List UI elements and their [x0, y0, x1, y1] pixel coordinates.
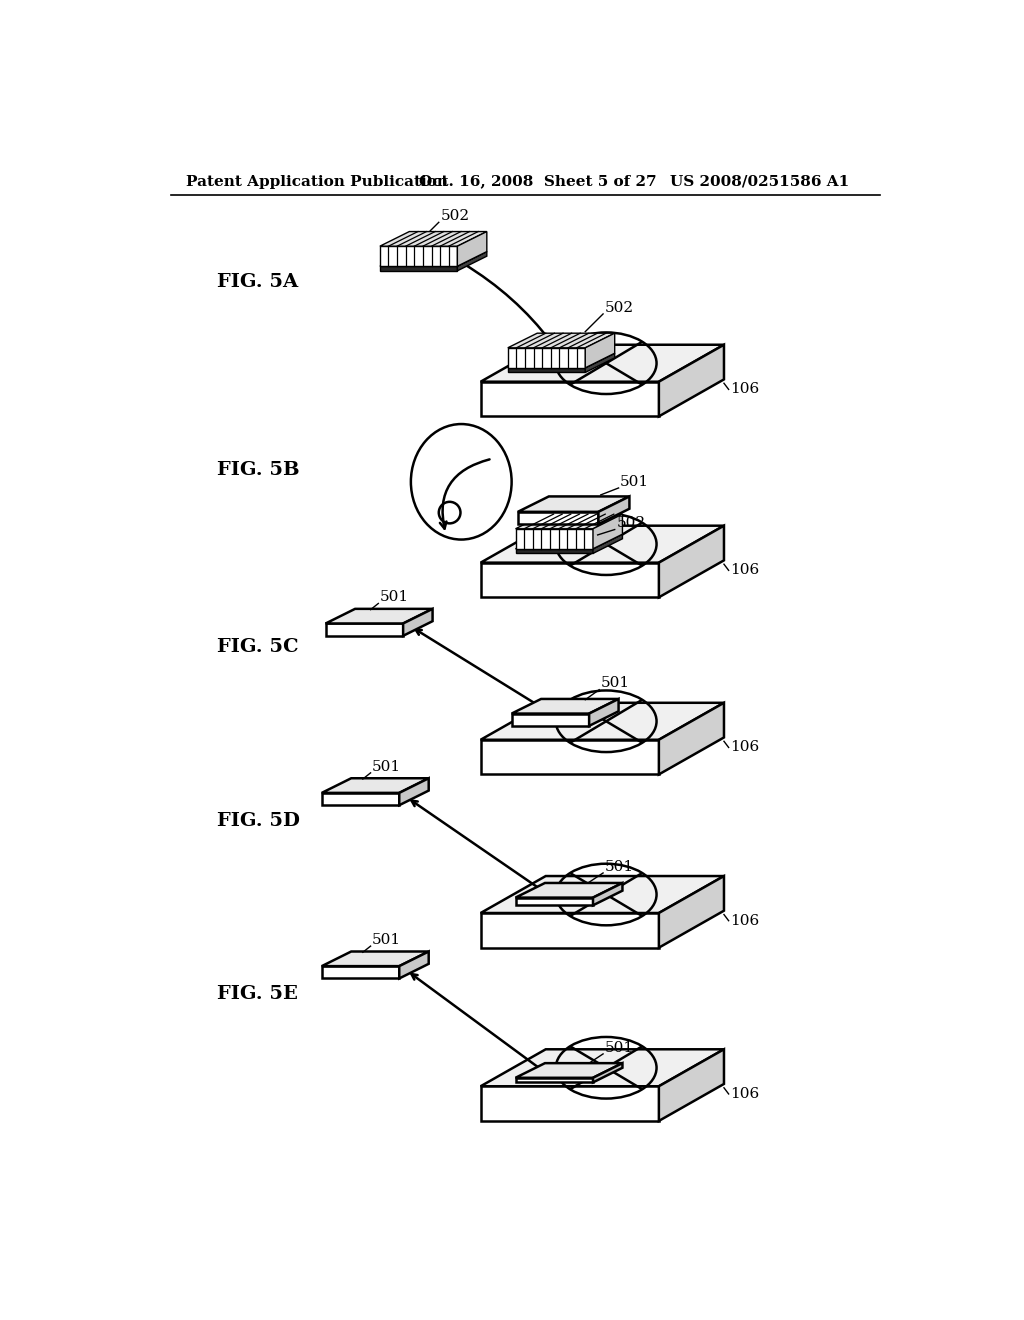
Text: 502: 502 — [604, 301, 634, 315]
Text: FIG. 5D: FIG. 5D — [217, 812, 300, 829]
Text: Patent Application Publication: Patent Application Publication — [186, 174, 449, 189]
Text: 501: 501 — [601, 676, 630, 690]
Polygon shape — [380, 267, 458, 271]
Polygon shape — [512, 714, 589, 726]
Polygon shape — [322, 793, 399, 805]
Polygon shape — [326, 623, 403, 636]
Polygon shape — [515, 529, 593, 549]
Text: US 2008/0251586 A1: US 2008/0251586 A1 — [671, 174, 850, 189]
Polygon shape — [480, 562, 658, 598]
Polygon shape — [399, 952, 429, 978]
Polygon shape — [593, 535, 623, 553]
Polygon shape — [593, 883, 623, 906]
Text: 106: 106 — [730, 383, 760, 396]
Polygon shape — [322, 952, 429, 966]
Polygon shape — [586, 354, 614, 372]
Polygon shape — [380, 246, 458, 267]
Polygon shape — [326, 609, 432, 623]
Polygon shape — [515, 1077, 593, 1082]
Text: 501: 501 — [372, 933, 401, 946]
Text: 501: 501 — [372, 759, 401, 774]
Polygon shape — [589, 700, 618, 726]
Polygon shape — [598, 496, 630, 524]
Text: FIG. 5C: FIG. 5C — [217, 639, 299, 656]
Polygon shape — [322, 779, 429, 793]
Text: 106: 106 — [730, 564, 760, 577]
Text: 501: 501 — [604, 859, 634, 874]
Text: 501: 501 — [380, 590, 409, 605]
FancyArrowPatch shape — [440, 459, 489, 529]
Polygon shape — [658, 876, 724, 948]
Polygon shape — [515, 535, 623, 549]
Polygon shape — [593, 1063, 623, 1082]
Polygon shape — [518, 496, 630, 512]
Polygon shape — [515, 515, 623, 529]
Polygon shape — [403, 609, 432, 636]
Polygon shape — [480, 1086, 658, 1121]
Polygon shape — [508, 333, 614, 348]
Text: 106: 106 — [730, 741, 760, 754]
Polygon shape — [480, 381, 658, 416]
Text: Oct. 16, 2008  Sheet 5 of 27: Oct. 16, 2008 Sheet 5 of 27 — [419, 174, 656, 189]
Text: FIG. 5E: FIG. 5E — [217, 985, 298, 1003]
Polygon shape — [458, 231, 486, 267]
Text: FIG. 5A: FIG. 5A — [217, 273, 298, 290]
Polygon shape — [399, 779, 429, 805]
Polygon shape — [515, 549, 593, 553]
Polygon shape — [586, 333, 614, 368]
Text: 501: 501 — [604, 1040, 634, 1055]
Polygon shape — [658, 345, 724, 416]
Polygon shape — [518, 512, 598, 524]
Polygon shape — [458, 252, 486, 271]
Polygon shape — [480, 876, 724, 913]
Polygon shape — [515, 883, 623, 898]
Text: 502: 502 — [440, 209, 469, 223]
Polygon shape — [508, 354, 614, 368]
Polygon shape — [515, 1063, 623, 1077]
Polygon shape — [512, 700, 618, 714]
Polygon shape — [380, 252, 486, 267]
Polygon shape — [515, 898, 593, 906]
Text: 502: 502 — [616, 516, 645, 531]
Text: FIG. 5B: FIG. 5B — [217, 461, 300, 479]
Polygon shape — [480, 345, 724, 381]
Polygon shape — [480, 702, 724, 739]
Polygon shape — [480, 913, 658, 948]
Polygon shape — [658, 702, 724, 775]
Polygon shape — [658, 1049, 724, 1121]
Polygon shape — [322, 966, 399, 978]
Polygon shape — [480, 739, 658, 775]
Polygon shape — [480, 525, 724, 562]
Polygon shape — [508, 348, 586, 368]
Text: 501: 501 — [621, 475, 649, 488]
Polygon shape — [380, 231, 486, 246]
Text: 106: 106 — [730, 1086, 760, 1101]
Polygon shape — [593, 515, 623, 549]
Polygon shape — [480, 1049, 724, 1086]
Text: 106: 106 — [730, 913, 760, 928]
Polygon shape — [508, 368, 586, 372]
Polygon shape — [658, 525, 724, 598]
